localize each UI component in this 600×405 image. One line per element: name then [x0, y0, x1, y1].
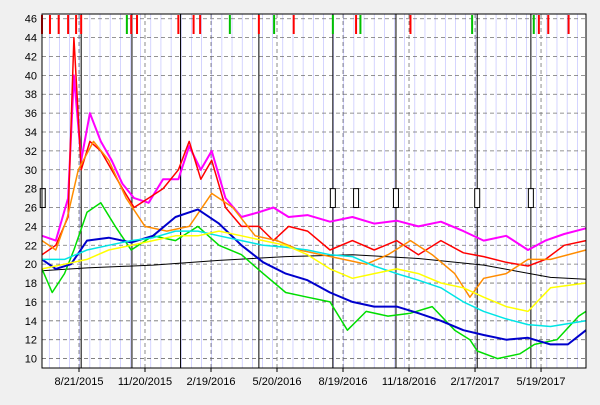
x-axis-ticks: 8/21/2015 11/20/2015 2/19/2016 5/20/2016 8/1…	[55, 368, 566, 388]
x-tick-label: 11/18/2016	[382, 376, 436, 388]
box-marker	[474, 188, 481, 209]
y-tick-label: 32	[25, 146, 37, 158]
plot-background	[42, 14, 586, 368]
y-tick-label: 36	[25, 108, 37, 120]
series-line-4	[41, 140, 587, 298]
x-tick-label: 2/19/2016	[187, 376, 236, 388]
x-tick-label: 5/19/2017	[517, 376, 566, 388]
y-tick-label: 16	[25, 297, 37, 309]
y-tick-label: 46	[25, 14, 37, 26]
y-tick-label: 44	[25, 33, 37, 45]
series-line-7	[42, 230, 587, 328]
series-line-6	[41, 208, 587, 346]
series-line-8	[41, 230, 587, 313]
series-line-3	[41, 36, 587, 267]
y-tick-label: 18	[25, 278, 37, 290]
y-axis-ticks: 10 12 14 16 18 20 22 24 26 28 30 32 34 36 38 40 42 44 46	[25, 14, 37, 366]
box-marker	[392, 188, 399, 209]
series-line-1	[41, 254, 587, 280]
series-lines	[41, 36, 587, 360]
y-tick-label: 38	[25, 89, 37, 101]
box-marker	[527, 188, 534, 209]
y-tick-label: 20	[25, 259, 37, 271]
y-tick-label: 30	[25, 165, 37, 177]
vertical-major-grid	[78, 14, 542, 368]
series-line-5	[41, 202, 587, 360]
y-tick-label: 22	[25, 240, 37, 252]
y-tick-label: 14	[25, 316, 37, 328]
x-tick-label: 8/19/2016	[319, 376, 368, 388]
box-markers	[39, 188, 534, 209]
y-tick-label: 10	[25, 354, 37, 366]
x-tick-label: 2/17/2017	[451, 376, 500, 388]
x-tick-label: 5/20/2016	[253, 376, 302, 388]
y-tick-label: 24	[25, 221, 37, 233]
plot-frame	[41, 13, 587, 369]
box-marker	[329, 188, 336, 209]
x-tick-label: 8/21/2015	[55, 376, 104, 388]
vertical-marker-lines	[80, 14, 532, 368]
y-tick-label: 26	[25, 203, 37, 215]
x-tick-label: 11/20/2015	[118, 376, 172, 388]
series-line-2	[41, 74, 587, 251]
y-tick-label: 12	[25, 335, 37, 347]
box-marker	[353, 188, 360, 209]
y-tick-label: 28	[25, 184, 37, 196]
y-tick-label: 40	[25, 70, 37, 82]
y-tick-label: 42	[25, 51, 37, 63]
box-marker	[39, 188, 46, 209]
y-tick-label: 34	[25, 127, 37, 139]
